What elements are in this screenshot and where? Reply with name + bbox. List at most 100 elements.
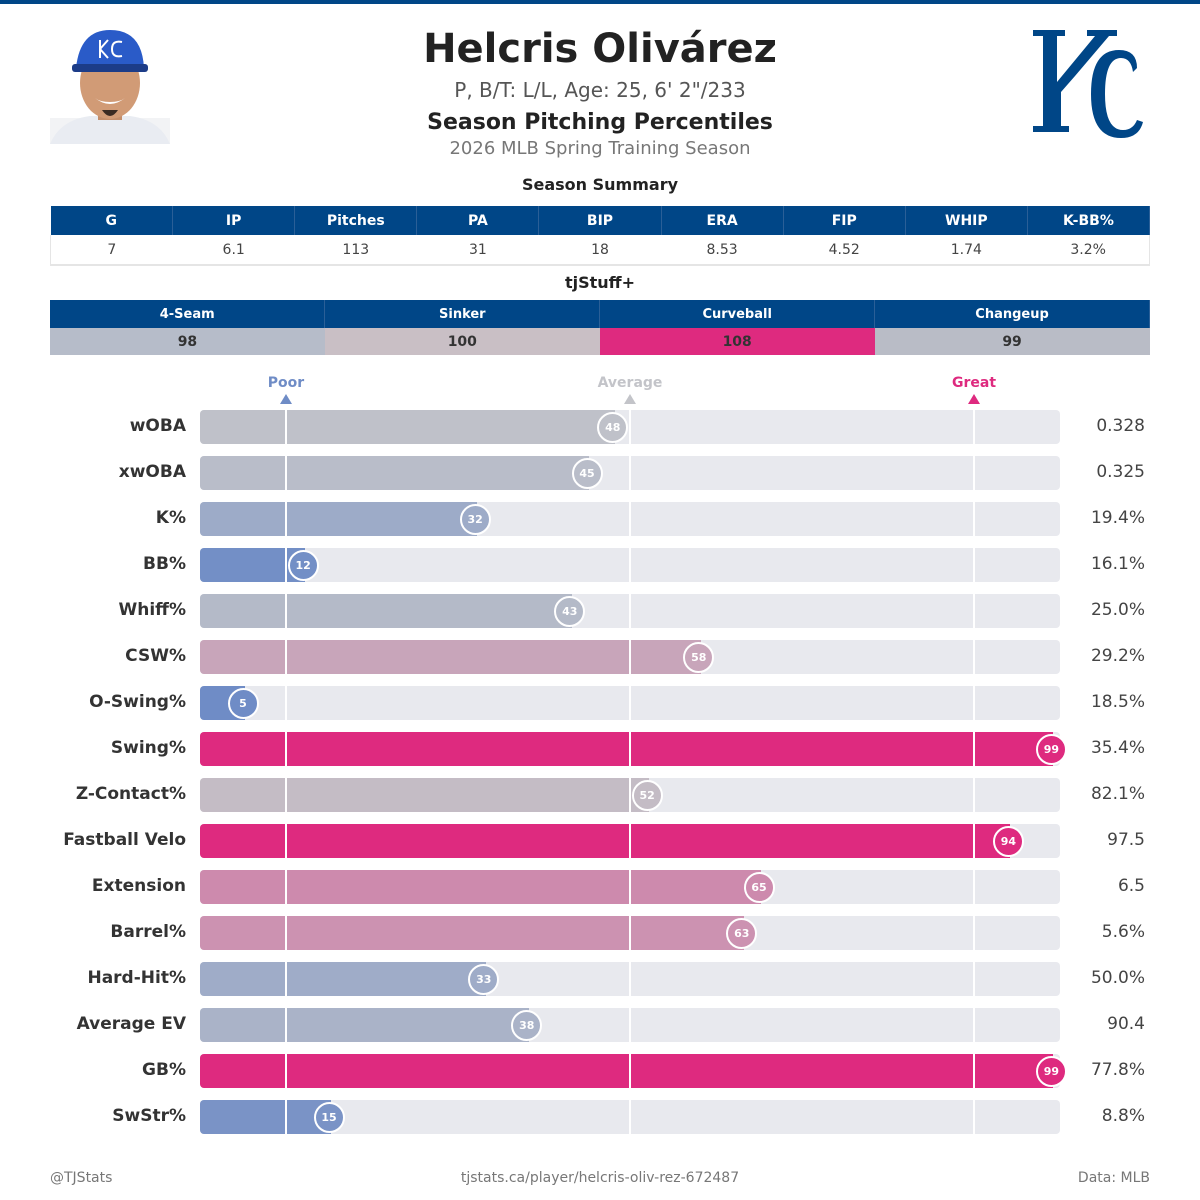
reference-line <box>973 594 975 628</box>
percentile-badge: 33 <box>468 963 500 995</box>
tjstuff-header-curveball: Curveball <box>599 300 876 328</box>
summary-value-whip: 1.74 <box>905 235 1028 266</box>
top-accent-bar <box>0 0 1200 4</box>
percentile-badge: 99 <box>1035 733 1067 765</box>
reference-line <box>973 1008 975 1042</box>
percentile-track <box>200 1008 1060 1042</box>
percentile-bar <box>200 1008 529 1042</box>
percentile-badge: 38 <box>511 1009 543 1041</box>
percentile-track <box>200 962 1060 996</box>
summary-header-fip: FIP <box>783 206 906 235</box>
percentile-bar <box>200 456 589 490</box>
reference-line <box>629 916 631 950</box>
metric-value: 77.8% <box>1090 1060 1145 1080</box>
marker-triangle-icon <box>624 394 636 404</box>
percentile-bar <box>200 410 615 444</box>
reference-line <box>285 686 287 720</box>
percentile-track <box>200 870 1060 904</box>
reference-line <box>973 778 975 812</box>
summary-header-ip: IP <box>172 206 296 235</box>
summary-value-era: 8.53 <box>661 235 784 266</box>
tjstuff-header-4-seam: 4-Seam <box>50 300 326 328</box>
metric-value: 35.4% <box>1090 738 1145 758</box>
reference-line <box>285 778 287 812</box>
team-logo <box>1025 22 1155 146</box>
percentile-badge: 52 <box>631 779 663 811</box>
percentile-track <box>200 502 1060 536</box>
player-photo <box>50 28 170 144</box>
summary-value-pa: 31 <box>416 235 539 266</box>
percentile-badge: 99 <box>1035 1055 1067 1087</box>
percentile-bar <box>200 824 1011 858</box>
tjstuff-title: tjStuff+ <box>564 273 636 292</box>
marker-great: Great <box>951 375 997 391</box>
reference-line <box>973 640 975 674</box>
percentile-bar <box>200 732 1054 766</box>
reference-line <box>629 456 631 490</box>
reference-line <box>629 410 631 444</box>
reference-line <box>629 1008 631 1042</box>
reference-line <box>285 594 287 628</box>
metric-label: Extension <box>91 876 186 896</box>
reference-line <box>285 1008 287 1042</box>
percentile-bar <box>200 502 478 536</box>
summary-header-whip: WHIP <box>905 206 1028 235</box>
percentile-badge: 65 <box>743 871 775 903</box>
reference-line <box>973 686 975 720</box>
reference-line <box>285 640 287 674</box>
metric-value: 0.328 <box>1096 416 1145 436</box>
marker-poor: Poor <box>267 375 305 391</box>
metric-value: 6.5 <box>1117 876 1145 896</box>
player-name: Helcris Olivárez <box>423 26 777 72</box>
tjstuff-value-curveball: 108 <box>599 328 875 355</box>
tjstuff-value-sinker: 100 <box>324 328 600 355</box>
marker-triangle-icon <box>280 394 292 404</box>
percentile-bar <box>200 1054 1054 1088</box>
season-summary-table: G IP Pitches PA BIP ERA FIP WHIP K-BB% 7 6.1 113 31 1… <box>49 206 1151 266</box>
footer-url: tjstats.ca/player/helcris-oliv-rez-67248… <box>460 1170 740 1186</box>
summary-header-bip: BIP <box>538 206 662 235</box>
metric-label: O-Swing% <box>89 692 186 712</box>
percentile-badge: 15 <box>313 1101 345 1133</box>
metric-label: Average EV <box>76 1014 186 1034</box>
reference-line <box>629 824 631 858</box>
tjstuff-value-4-seam: 98 <box>50 328 325 355</box>
percentile-track <box>200 824 1060 858</box>
summary-header-pa: PA <box>416 206 540 235</box>
summary-header-k-bb%: K-BB% <box>1027 206 1151 235</box>
metric-label: SwStr% <box>112 1106 186 1126</box>
metric-value: 19.4% <box>1090 508 1145 528</box>
percentile-badge: 5 <box>227 687 259 719</box>
reference-line <box>973 410 975 444</box>
reference-line <box>285 962 287 996</box>
summary-header-g: G <box>50 206 174 235</box>
reference-line <box>285 1100 287 1134</box>
metric-value: 18.5% <box>1090 692 1145 712</box>
percentile-track <box>200 732 1060 766</box>
summary-header-era: ERA <box>661 206 784 235</box>
metric-value: 90.4 <box>1107 1014 1145 1034</box>
percentile-track <box>200 1054 1060 1088</box>
percentile-badge: 45 <box>571 457 603 489</box>
percentile-track <box>200 456 1060 490</box>
reference-line <box>973 548 975 582</box>
reference-line <box>973 1100 975 1134</box>
metric-value: 8.8% <box>1101 1106 1145 1126</box>
reference-line <box>629 1054 631 1088</box>
percentile-bar <box>200 778 650 812</box>
percentile-badge: 63 <box>726 917 758 949</box>
tjstuff-value-changeup: 99 <box>874 328 1150 355</box>
reference-line <box>629 732 631 766</box>
metric-label: Fastball Velo <box>63 830 186 850</box>
percentile-bar <box>200 916 744 950</box>
metric-value: 82.1% <box>1090 784 1145 804</box>
metric-value: 5.6% <box>1101 922 1145 942</box>
metric-label: Swing% <box>110 738 186 758</box>
metric-value: 0.325 <box>1096 462 1145 482</box>
percentile-bar <box>200 870 761 904</box>
metric-label: Whiff% <box>118 600 187 620</box>
reference-line <box>285 456 287 490</box>
percentile-badge: 43 <box>554 595 586 627</box>
percentile-badge: 48 <box>597 411 629 443</box>
metric-label: Z-Contact% <box>75 784 186 804</box>
